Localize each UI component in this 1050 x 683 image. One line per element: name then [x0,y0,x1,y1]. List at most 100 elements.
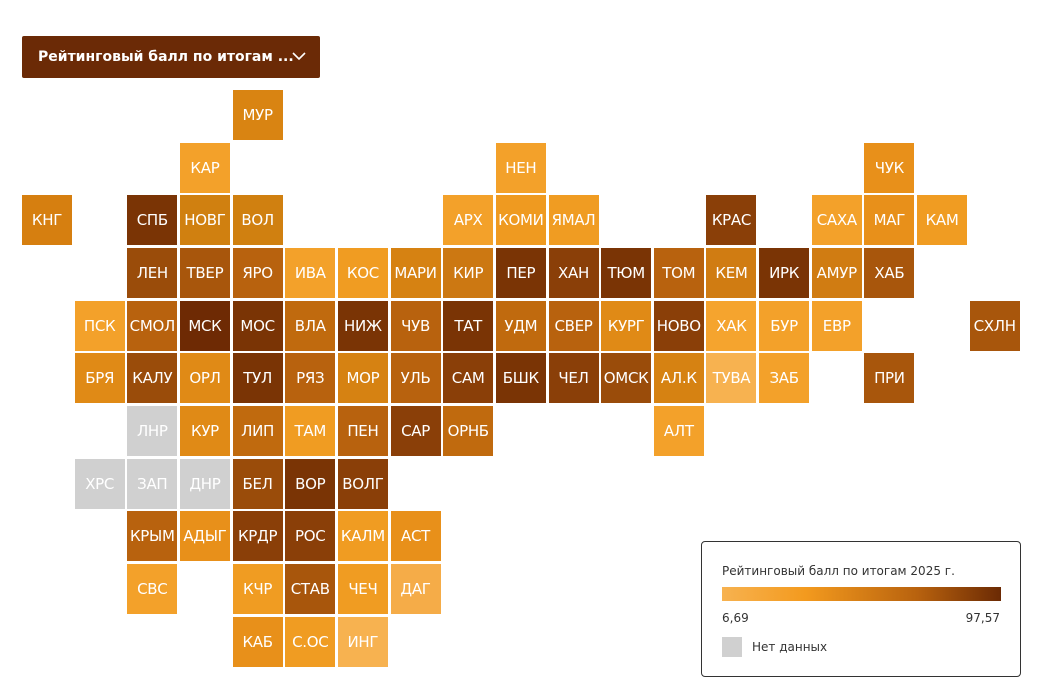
region-tile[interactable]: БШК [495,353,546,404]
region-tile[interactable]: ПЕН [337,405,388,456]
region-tile[interactable]: ДНР [179,458,230,509]
region-tile[interactable]: МСК [179,300,230,351]
region-tile[interactable]: С.ОС [285,616,336,667]
region-tile[interactable]: КИР [443,247,494,298]
region-tile[interactable]: СМОЛ [127,300,178,351]
legend-title: Рейтинговый балл по итогам 2025 г. [722,564,955,578]
region-tile[interactable]: БУР [759,300,810,351]
region-tile[interactable]: ТАМ [285,405,336,456]
region-tile[interactable]: ОМСК [601,353,652,404]
region-tile[interactable]: БРЯ [74,353,125,404]
region-tile[interactable]: ТУЛ [232,353,283,404]
region-tile[interactable]: КНГ [22,195,72,246]
legend-min: 6,69 [722,611,749,625]
region-tile[interactable]: ЛНР [127,405,178,456]
region-tile[interactable]: САМ [443,353,494,404]
region-tile[interactable]: РОС [285,511,336,562]
region-tile[interactable]: ЛИП [232,405,283,456]
region-tile[interactable]: ТУВА [706,353,757,404]
region-tile[interactable]: ЕВР [811,300,862,351]
region-tile[interactable]: КУР [179,405,230,456]
region-tile[interactable]: НЕН [495,142,546,193]
region-tile[interactable]: НОВО [653,300,704,351]
region-tile[interactable]: РЯЗ [285,353,336,404]
region-tile[interactable]: УЛЬ [390,353,441,404]
region-tile[interactable]: АЛТ [653,405,704,456]
region-tile[interactable]: ТЮМ [601,247,652,298]
region-tile[interactable]: НИЖ [337,300,388,351]
region-tile[interactable]: АЛ.К [653,353,704,404]
region-tile[interactable]: УДМ [495,300,546,351]
region-tile[interactable]: МАРИ [390,247,441,298]
region-tile[interactable]: ДАГ [390,563,441,614]
no-data-swatch [722,637,742,657]
region-tile[interactable]: ВОЛГ [337,458,388,509]
region-tile[interactable]: КУРГ [601,300,652,351]
region-tile[interactable]: АСТ [390,511,441,562]
region-tile[interactable]: ВОЛ [232,195,283,246]
no-data-label: Нет данных [752,640,828,654]
region-tile[interactable]: ПЕР [495,247,546,298]
region-tile[interactable]: СВЕР [548,300,599,351]
region-tile[interactable]: МОР [337,353,388,404]
region-tile[interactable]: КОС [337,247,388,298]
region-tile[interactable]: ЯМАЛ [548,195,599,246]
region-tile[interactable]: ЧУВ [390,300,441,351]
region-tile[interactable]: ХАБ [864,247,915,298]
region-tile[interactable]: КАМ [917,195,968,246]
region-tile[interactable]: ТВЕР [179,247,230,298]
region-tile[interactable]: САР [390,405,441,456]
region-tile[interactable]: КРАС [706,195,757,246]
region-tile[interactable]: АДЫГ [179,511,230,562]
region-tile[interactable]: КАР [179,142,230,193]
region-tile[interactable]: КАБ [232,616,283,667]
region-tile[interactable]: ИНГ [337,616,388,667]
region-tile[interactable]: ЧУК [864,142,915,193]
region-tile[interactable]: ЯРО [232,247,283,298]
region-tile[interactable]: СТАВ [285,563,336,614]
region-tile[interactable]: САХА [811,195,862,246]
dropdown-arrow [292,52,306,61]
region-tile[interactable]: НОВГ [179,195,230,246]
region-tile[interactable]: ХАН [548,247,599,298]
region-tile[interactable]: МУР [232,90,283,140]
region-tile[interactable]: КРДР [232,511,283,562]
dropdown-label: Рейтинговый балл по итогам ... [38,49,294,65]
region-tile[interactable]: ВОР [285,458,336,509]
region-tile[interactable]: КРЫМ [127,511,178,562]
region-tile[interactable]: ОРНБ [443,405,494,456]
region-tile[interactable]: АРХ [443,195,494,246]
region-tile[interactable]: МАГ [864,195,915,246]
region-tile[interactable]: СПБ [127,195,178,246]
region-tile[interactable]: КЧР [232,563,283,614]
legend: Рейтинговый балл по итогам 2025 г. 6,69 … [701,541,1021,677]
region-tile[interactable]: ЗАБ [759,353,810,404]
region-tile[interactable]: ВЛА [285,300,336,351]
region-tile[interactable]: КАЛМ [337,511,388,562]
legend-max: 97,57 [965,611,1000,625]
region-tile[interactable]: СХЛН [969,300,1020,351]
region-tile[interactable]: ОРЛ [179,353,230,404]
region-tile[interactable]: БЕЛ [232,458,283,509]
region-tile[interactable]: ЗАП [127,458,178,509]
region-tile[interactable]: КОМИ [495,195,546,246]
region-tile[interactable]: ТАТ [443,300,494,351]
region-tile[interactable]: ХАК [706,300,757,351]
region-tile[interactable]: ХРС [74,458,125,509]
indicator-dropdown[interactable]: Рейтинговый балл по итогам ... [22,36,320,78]
region-tile[interactable]: ИВА [285,247,336,298]
region-tile[interactable]: ЧЕЛ [548,353,599,404]
region-tile[interactable]: ПРИ [864,353,915,404]
region-tile[interactable]: ТОМ [653,247,704,298]
region-tile[interactable]: ИРК [759,247,810,298]
region-tile[interactable]: КЕМ [706,247,757,298]
region-tile[interactable]: МОС [232,300,283,351]
region-tile[interactable]: ЛЕН [127,247,178,298]
legend-gradient [722,587,1001,601]
region-tile[interactable]: АМУР [811,247,862,298]
region-tile[interactable]: КАЛУ [127,353,178,404]
region-tile[interactable]: ЧЕЧ [337,563,388,614]
region-tile[interactable]: ПСК [74,300,125,351]
region-tile[interactable]: СВС [127,563,178,614]
